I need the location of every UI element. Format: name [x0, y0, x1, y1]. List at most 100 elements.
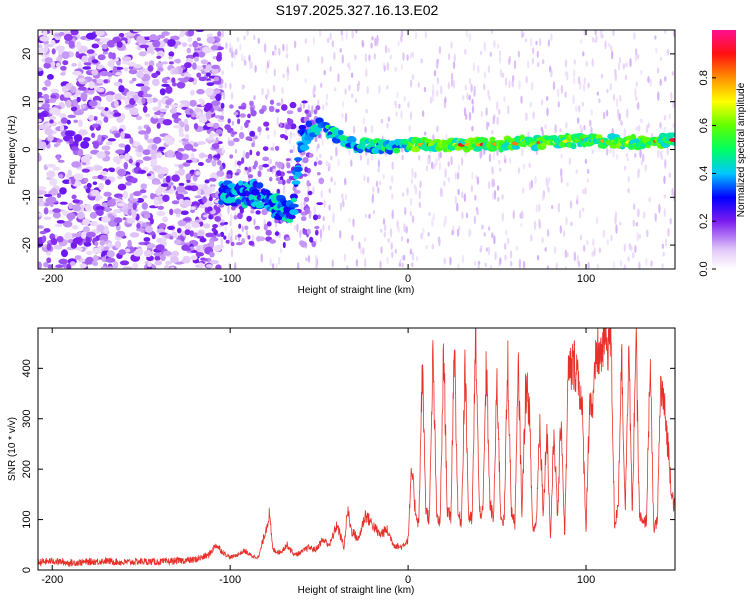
spectrogram-cell [343, 253, 347, 262]
spectrogram-cell [175, 58, 181, 64]
spectrogram-cell [536, 255, 540, 261]
spectrogram-cell [138, 51, 147, 57]
spectrogram-cell [86, 250, 93, 255]
spectrogram-cell [259, 108, 265, 114]
spectrogram-cell [411, 168, 414, 178]
spectrogram-cell [196, 88, 205, 95]
spectrogram-y-tick-label: 20 [21, 48, 33, 60]
spectrogram-cell [271, 263, 275, 269]
spectrogram-cell [654, 212, 657, 222]
spectrogram-cell [564, 249, 567, 259]
spectrogram-cell [627, 256, 630, 262]
spectrogram-cell [325, 160, 329, 167]
spectrogram-cell [146, 173, 152, 177]
spectrogram-cell [261, 87, 264, 96]
spectrogram-cell [657, 149, 660, 159]
spectrogram-cell [241, 83, 244, 91]
spectrogram-cell [477, 65, 480, 74]
spectrogram-cell [71, 161, 82, 168]
spectrogram-cell [617, 108, 620, 118]
spectrogram-cell [341, 101, 345, 108]
spectrogram-cell [508, 55, 511, 64]
spectrogram-y-tick-label: 0 [21, 146, 33, 152]
spectrogram-cell [509, 250, 513, 259]
snr-x-tick-label: -100 [219, 574, 241, 586]
spectrogram-cell [487, 246, 491, 256]
spectrogram-cell [289, 156, 293, 164]
spectrogram-cell [309, 236, 314, 243]
spectrogram-cell [366, 86, 369, 95]
spectrogram-cell [661, 263, 664, 269]
spectrogram-cell [560, 168, 563, 178]
spectrogram-cell [439, 151, 442, 159]
spectrogram-cell [669, 138, 675, 142]
spectrogram-cell [508, 157, 512, 164]
spectrogram-cell [479, 137, 489, 144]
spectrogram-cell [245, 151, 250, 159]
spectrogram-cell [119, 260, 130, 266]
spectrogram-cell [630, 245, 633, 252]
spectrogram-cell [634, 53, 638, 62]
spectrogram-cell [265, 127, 270, 131]
spectrogram-cell [46, 196, 57, 203]
spectrogram-cell [92, 181, 98, 185]
spectrogram-cell [146, 126, 151, 134]
spectrogram-cell [123, 67, 129, 72]
spectrogram-cell [76, 96, 81, 103]
spectrogram-cell [142, 156, 152, 161]
spectrogram-cell [304, 166, 308, 173]
spectrogram-cell [205, 72, 211, 77]
spectrogram-cell [104, 107, 109, 112]
spectrogram-cell [70, 86, 77, 93]
spectrogram-cell [193, 232, 198, 238]
spectrogram-cell [72, 237, 82, 244]
spectrogram-cell [153, 199, 159, 207]
spectrogram-cell [663, 208, 666, 218]
spectrogram-cell [208, 196, 213, 202]
spectrogram-cell [109, 111, 115, 115]
spectrogram-cell [38, 186, 47, 191]
spectrogram-cell [73, 134, 83, 142]
spectrogram-cell [200, 59, 209, 65]
spectrogram-cell [475, 207, 479, 212]
spectrogram-cell [295, 170, 302, 178]
spectrogram-cell [594, 30, 597, 36]
spectrogram-cell [229, 82, 232, 90]
spectrogram-cell [128, 66, 134, 70]
spectrogram-cell [86, 182, 92, 189]
spectrogram-cell [107, 60, 115, 68]
spectrogram-cell [211, 143, 220, 150]
spectrogram-cell [488, 153, 492, 163]
spectrogram-cell [139, 44, 150, 49]
spectrogram-cell [317, 99, 320, 107]
spectrogram-cell [577, 261, 581, 268]
spectrogram-cell [184, 133, 190, 140]
spectrogram-cell [377, 159, 381, 168]
spectrogram-cell [226, 174, 232, 179]
spectrogram-cell [74, 255, 82, 260]
spectrogram-cell [390, 242, 393, 250]
spectrogram-cell [216, 170, 225, 177]
spectrogram-cell [647, 76, 650, 83]
spectrogram-cell [293, 224, 297, 231]
spectrogram-cell [233, 51, 236, 59]
spectrogram-cell [38, 118, 42, 123]
spectrogram-cell [251, 189, 260, 196]
spectrogram-cell [315, 105, 321, 111]
spectrogram-cell [131, 112, 139, 116]
spectrogram-cell [263, 43, 267, 53]
spectrogram-cell [203, 258, 208, 262]
spectrogram-cell [314, 225, 320, 230]
spectrogram-cell [184, 229, 191, 236]
spectrogram-cell [315, 156, 319, 165]
spectrogram-cell [640, 69, 643, 75]
spectrogram-cell [243, 35, 246, 41]
spectrogram-cell [231, 61, 234, 68]
spectrogram-cell [176, 227, 182, 234]
spectrogram-cell [591, 149, 594, 154]
spectrogram-cell [493, 235, 496, 245]
spectrogram-cell [91, 260, 98, 266]
spectrogram-cell [194, 219, 201, 223]
spectrogram-cell [319, 153, 322, 159]
spectrogram-cell [61, 249, 68, 258]
